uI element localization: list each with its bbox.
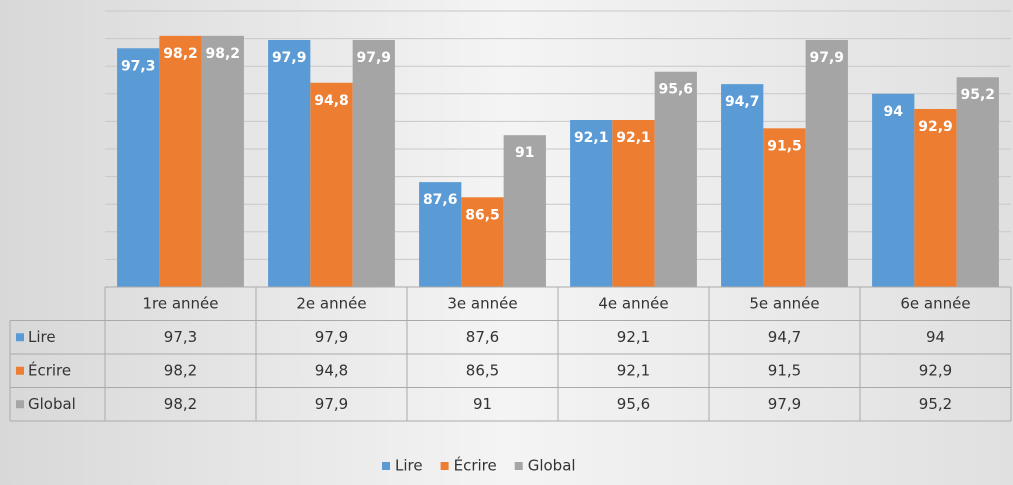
x-tick-label: 6e année	[900, 294, 970, 312]
data-label: 97,3	[121, 58, 156, 74]
data-label: 94	[883, 104, 903, 120]
bar	[419, 182, 462, 287]
data-label: 94,8	[314, 93, 349, 109]
table-row-label: Écrire	[28, 360, 71, 379]
data-label: 98,2	[163, 46, 198, 62]
table-key	[16, 366, 24, 375]
data-label: 86,5	[465, 207, 500, 223]
legend-key	[382, 462, 390, 470]
table-cell: 98,2	[164, 395, 197, 413]
data-label: 92,9	[918, 119, 953, 135]
bar	[721, 84, 764, 287]
table-cell: 94,8	[315, 361, 348, 379]
table-cell: 91	[473, 395, 492, 413]
x-tick-label: 1re année	[142, 294, 218, 312]
data-label: 98,2	[206, 46, 241, 62]
bar	[268, 39, 311, 288]
bar	[201, 35, 244, 288]
table-cell: 98,2	[164, 361, 197, 379]
table-key	[16, 333, 24, 342]
table-cell: 97,3	[164, 328, 197, 346]
bar	[570, 120, 613, 288]
x-tick-label: 4e année	[598, 294, 668, 312]
data-label: 92,1	[574, 130, 609, 146]
table-cell: 92,1	[617, 361, 650, 379]
data-label: 87,6	[423, 192, 458, 208]
data-label: 94,7	[725, 94, 760, 110]
bar	[914, 108, 957, 287]
legend-label: Lire	[395, 457, 423, 475]
legend-key	[514, 462, 523, 470]
bar	[310, 82, 353, 287]
bar	[763, 128, 806, 287]
x-tick-label: 3e année	[447, 294, 517, 312]
table-cell: 86,5	[466, 361, 499, 379]
table-cell: 92,1	[617, 328, 650, 346]
bar	[352, 39, 395, 288]
data-label: 97,9	[272, 50, 307, 66]
bar	[805, 39, 848, 288]
table-cell: 87,6	[466, 328, 499, 346]
table-cell: 91,5	[768, 361, 801, 379]
data-label: 95,6	[659, 82, 694, 98]
table-cell: 95,6	[617, 395, 650, 413]
table-cell: 95,2	[919, 395, 952, 413]
bar	[872, 93, 915, 287]
bar	[461, 197, 504, 287]
legend-label: Global	[528, 457, 576, 475]
data-label: 97,9	[810, 50, 845, 66]
bar	[956, 77, 999, 288]
bar	[654, 71, 697, 287]
table-key	[16, 400, 24, 409]
bar	[159, 35, 202, 288]
data-label: 95,2	[961, 87, 996, 103]
table-cell: 94,7	[768, 328, 801, 346]
data-label: 91,5	[767, 138, 802, 154]
table-cell: 94	[926, 328, 945, 346]
table-cell: 97,9	[315, 395, 348, 413]
x-tick-label: 5e année	[749, 294, 819, 312]
data-label: 91	[515, 145, 534, 161]
x-tick-label: 2e année	[296, 294, 366, 312]
table-cell: 97,9	[315, 328, 348, 346]
bar	[503, 135, 546, 287]
legend-key	[440, 462, 449, 470]
table-cell: 92,9	[919, 361, 952, 379]
table-row-label: Lire	[28, 328, 56, 346]
bar	[117, 48, 160, 288]
legend-label: Écrire	[454, 456, 497, 475]
bar	[612, 120, 655, 288]
table-row-label: Global	[28, 395, 76, 413]
data-label: 97,9	[357, 50, 392, 66]
data-label: 92,1	[616, 130, 651, 146]
table-cell: 97,9	[768, 395, 801, 413]
